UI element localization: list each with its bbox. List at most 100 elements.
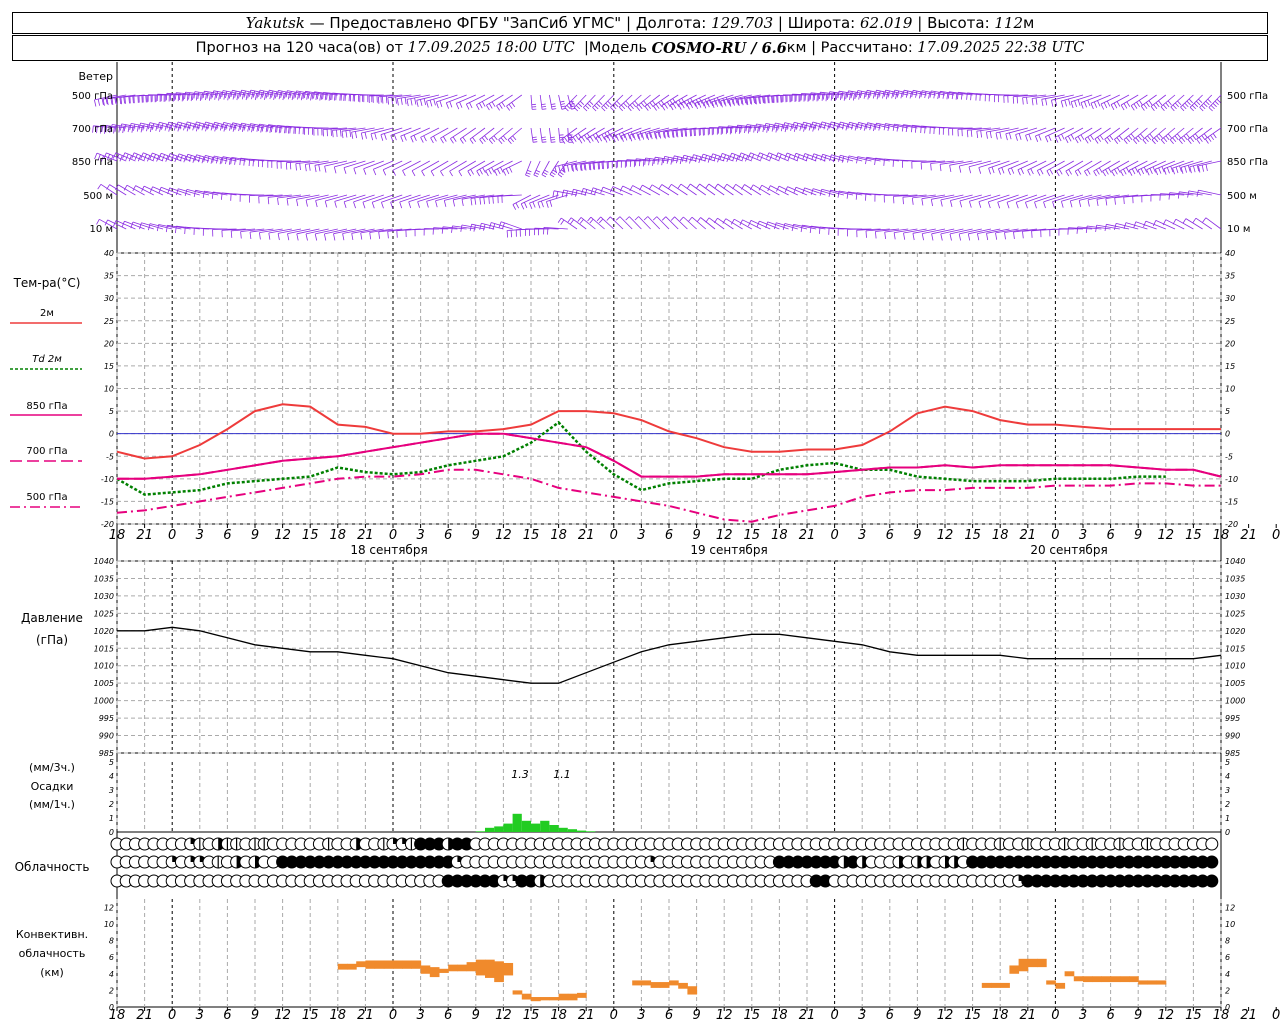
wind-barb xyxy=(381,194,403,209)
wind-barb xyxy=(184,91,210,101)
conv-bar xyxy=(577,992,587,998)
wind-barb xyxy=(277,194,302,205)
wind-barb xyxy=(612,127,633,143)
wind-barb xyxy=(741,184,762,196)
wind-level-left-3: 500 м xyxy=(83,191,113,202)
wind-barb xyxy=(838,154,863,163)
wind-barb xyxy=(714,183,734,196)
wind-barb xyxy=(130,221,154,230)
mid-hour-tick: 18 xyxy=(771,528,788,543)
conv-bar xyxy=(567,993,578,1001)
wind-barb xyxy=(276,90,302,101)
wind-barb xyxy=(147,94,173,102)
wind-barb xyxy=(1168,192,1194,200)
bottom-hour-tick: 21 xyxy=(1020,1008,1037,1023)
wind-barb xyxy=(430,127,449,144)
wind-barb xyxy=(696,217,716,230)
conv-bar xyxy=(512,990,523,995)
wind-barb xyxy=(667,183,688,196)
wind-barb xyxy=(392,160,412,176)
wind-barb xyxy=(139,222,164,230)
wind-barb xyxy=(410,127,430,143)
wind-barb xyxy=(563,160,587,173)
bottom-hour-tick: 9 xyxy=(251,1008,259,1023)
wind-barb xyxy=(966,127,992,138)
wind-barb xyxy=(408,194,430,209)
wind-barb xyxy=(616,216,633,230)
wind-barb xyxy=(267,160,292,168)
wind-barb xyxy=(1123,222,1148,230)
mid-hour-tick: 9 xyxy=(913,528,921,543)
wind-barb xyxy=(1006,194,1028,209)
wind-barb xyxy=(1202,217,1222,230)
conv-bar xyxy=(1092,976,1102,983)
pressure-ytick-left: 1040 xyxy=(94,557,114,566)
wind-barb xyxy=(400,127,421,143)
wind-barb xyxy=(1093,160,1111,177)
wind-barb xyxy=(802,187,826,196)
wind-barb xyxy=(802,153,826,162)
wind-barb xyxy=(1080,94,1102,109)
wind-barb xyxy=(1120,94,1139,111)
conv-bar xyxy=(540,997,550,1001)
cloud-symbol xyxy=(1205,855,1219,869)
wind-barb xyxy=(1150,194,1176,202)
wind-barb xyxy=(440,127,458,144)
wind-barb xyxy=(765,221,789,230)
wind-barb xyxy=(530,127,538,143)
temperature-ytick-left: -15 xyxy=(101,497,114,506)
mid-hour-tick: 18 xyxy=(109,528,126,543)
wind-barb xyxy=(157,121,182,132)
wind-barb xyxy=(949,160,973,172)
wind-barb xyxy=(267,124,292,134)
wind-barb xyxy=(738,152,762,162)
wind-barb xyxy=(506,228,532,238)
conv-bar xyxy=(521,993,532,1000)
pressure-ytick-right: 1020 xyxy=(1225,627,1245,636)
wind-barb xyxy=(470,194,495,206)
wind-barb xyxy=(846,90,872,100)
provider-text: Предоставлено ФГБУ "ЗапСиб УГМС" xyxy=(329,14,622,32)
conv-title-1: Конвективн. xyxy=(16,928,88,941)
wind-barb xyxy=(1084,160,1102,177)
bottom-hour-tick: 18 xyxy=(992,1008,1009,1023)
wind-barb xyxy=(921,194,946,206)
wind-barb xyxy=(515,228,541,237)
precip-ytick-left: 3 xyxy=(109,786,114,795)
mid-hour-tick: 12 xyxy=(716,528,733,543)
conv-bar xyxy=(457,964,468,972)
pressure-ytick-right: 1025 xyxy=(1225,609,1245,618)
wind-barb xyxy=(634,216,651,230)
wind-barb xyxy=(884,228,909,239)
wind-barb xyxy=(525,160,532,177)
wind-barb xyxy=(1074,160,1093,177)
pressure-ytick-right: 985 xyxy=(1225,749,1240,758)
wind-barb xyxy=(791,93,817,102)
temperature-ytick-left: 25 xyxy=(104,317,114,326)
precip-bar xyxy=(475,831,485,832)
wind-barb xyxy=(123,184,145,196)
mid-hour-tick: 21 xyxy=(1020,528,1037,543)
pressure-ytick-left: 985 xyxy=(99,749,114,758)
wind-barb xyxy=(856,90,881,100)
title-bar: Yakutsk — Предоставлено ФГБУ "ЗапСиб УГМ… xyxy=(12,12,1268,34)
day-label-1: 18 сентября xyxy=(350,543,427,557)
wind-barb xyxy=(688,216,707,230)
wind-barb xyxy=(382,160,403,176)
pressure-ytick-right: 990 xyxy=(1225,732,1240,741)
wind-barb xyxy=(921,228,946,241)
wind-barb xyxy=(1070,94,1093,109)
wind-barb xyxy=(1159,193,1185,201)
wind-barb xyxy=(705,183,725,196)
wind-barb xyxy=(1015,127,1038,141)
mid-hour-tick: 12 xyxy=(1158,528,1175,543)
wind-barb xyxy=(875,228,900,239)
bottom-hour-tick: 21 xyxy=(578,1008,595,1023)
wind-barb xyxy=(773,122,798,133)
wind-barb xyxy=(1090,94,1111,110)
wind-barb xyxy=(458,160,477,177)
wind-barb xyxy=(194,154,219,164)
bottom-hour-tick: 18 xyxy=(1213,1008,1230,1023)
wind-barb xyxy=(639,184,660,196)
conv-bar xyxy=(558,993,569,1001)
